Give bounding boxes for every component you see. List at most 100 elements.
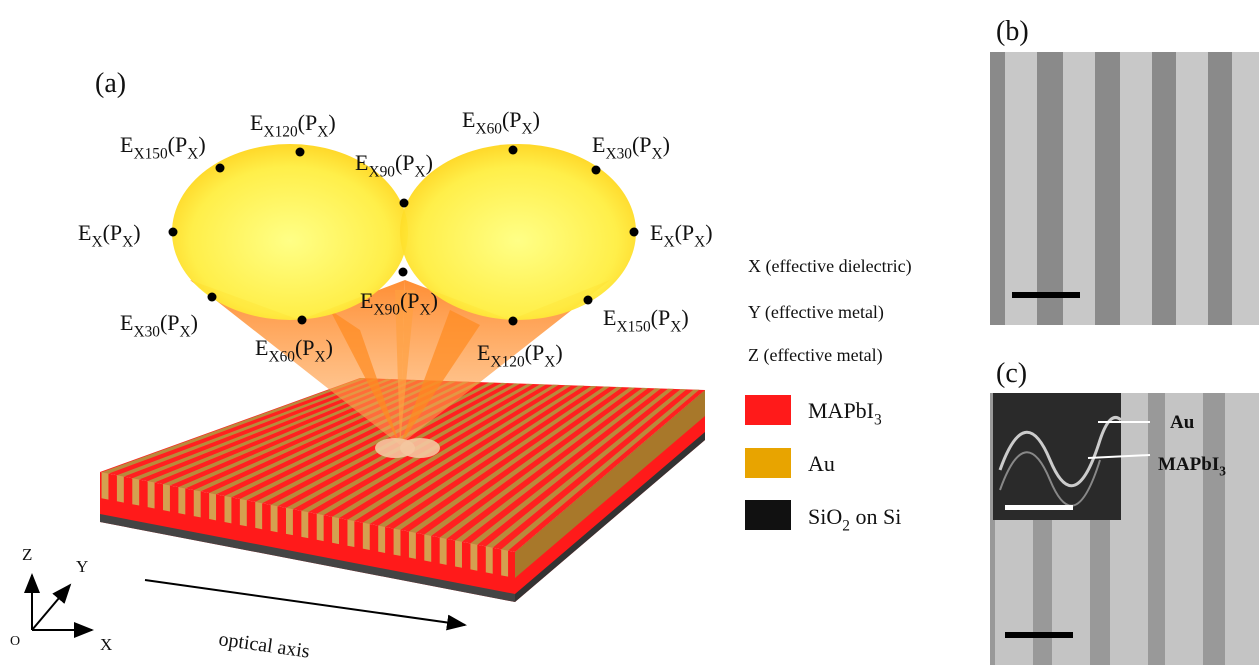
stripe [317,514,324,541]
text-part: (P [298,110,318,135]
text-part: ) [426,150,433,175]
text-part: SiO [808,504,842,529]
subscript: X [187,146,198,163]
stripe [240,499,247,526]
text-part: ) [533,107,540,132]
point [509,317,518,326]
scale-bar [1012,292,1080,298]
subscript: X30 [133,324,160,341]
sem-stripe [1225,393,1259,665]
axis-legend: Z (effective metal) [748,345,883,366]
text-part: E [360,288,373,313]
text-part: ) [326,335,333,360]
field-label: EX120(PX) [250,110,336,141]
point [400,199,409,208]
text-part: ) [198,132,205,157]
text-part: ) [663,132,670,157]
sem-stripe [1063,52,1095,325]
subscript: 3 [874,412,882,429]
stripe [301,511,308,538]
point [399,268,408,277]
axis-legend: X (effective dielectric) [748,256,912,277]
stripe [271,505,278,532]
axis-label: O [10,634,20,649]
stripe [178,487,185,514]
text-part: (P [168,132,188,157]
text-part: E [250,110,263,135]
stripe [117,475,124,502]
stripe [148,481,155,508]
axis-label: Y [76,557,88,576]
text-part: E [603,305,616,330]
stripe [470,543,477,570]
subscript: X [91,234,102,251]
field-label: EX(PX) [650,220,713,251]
stripe [455,540,462,567]
text-part: (P [160,310,180,335]
subscript: X [663,234,674,251]
material-label: Au [808,451,835,476]
subscript: X150 [133,146,168,163]
text-part: (P [651,305,671,330]
stripe [501,549,508,576]
subscript: X150 [616,319,651,336]
point [592,166,601,175]
sem-stripe [1165,393,1203,665]
material-label: SiO2 on Si [808,504,901,535]
subscript: X90 [373,302,400,319]
stripe [378,526,385,553]
text-part: ) [681,305,688,330]
text-part: E [462,107,475,132]
panel-a: (a) [95,68,126,99]
subscript: X [694,234,705,251]
text-part: (P [502,107,522,132]
text-part: (P [395,150,415,175]
stripe [255,502,262,529]
stripe [347,520,354,547]
sem-stripe [1120,52,1152,325]
subscript: X [122,234,133,251]
text-part: ) [555,340,562,365]
text-part: E [120,132,133,157]
axis-label: Z [22,545,32,564]
field-label: EX60(PX) [462,107,540,138]
text-part: (P [632,132,652,157]
point [630,228,639,237]
stripe [440,537,447,564]
figure: (a) EX150(PX)EX120(PX)EX90(PX)EX60(PX)EX… [0,0,1259,665]
spot [400,438,440,458]
inset-label: Au [1170,412,1195,433]
subscript: X [544,354,555,371]
subscript: X [415,164,426,181]
stripe [194,490,201,517]
panel-label: (c) [996,358,1027,389]
stripe [409,532,416,559]
stripe [132,478,139,505]
stripe [394,529,401,556]
text-part: (P [525,340,545,365]
panel-label: (b) [996,16,1029,47]
sem-stripe [1232,52,1259,325]
field-label: EX150(PX) [120,132,206,163]
text-part: E [650,220,663,245]
field-label: EX150(PX) [603,305,689,336]
subscript: 3 [1219,464,1226,479]
text-part: E [477,340,490,365]
swatch [745,500,791,530]
text-part: E [355,150,368,175]
subscript: X90 [368,164,395,181]
text-part: E [120,310,133,335]
legend: X (effective dielectric) Y (effective me… [745,256,912,535]
text-part: Au [808,451,835,476]
subscript: X120 [490,354,525,371]
subscript: X60 [475,121,502,138]
subscript: X60 [268,349,295,366]
subscript: X [522,121,533,138]
text-part: on Si [850,504,901,529]
field-label: EX30(PX) [120,310,198,341]
text-part: (P [675,220,695,245]
panel-label: (a) [95,68,126,99]
subscript: X [180,324,191,341]
panel-c: (c) Au MAPbI3 [990,358,1259,665]
inset-label: MAPbI3 [1158,454,1226,479]
